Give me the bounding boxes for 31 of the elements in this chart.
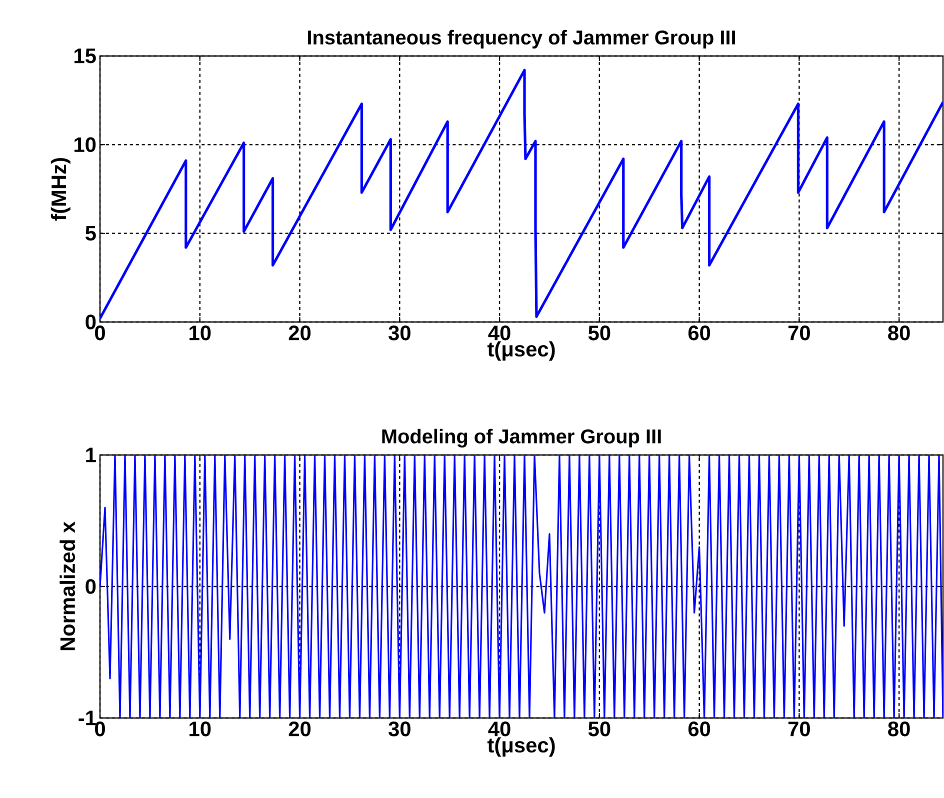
y-tick-label: -1 xyxy=(78,710,96,726)
x-tick-label: 10 xyxy=(190,722,211,736)
chart-title: Instantaneous frequency of Jammer Group III xyxy=(308,30,735,48)
y-tick-label: 0 xyxy=(86,579,96,594)
line-series xyxy=(100,454,944,718)
y-tick-label: 10 xyxy=(74,137,96,152)
x-tick-label: 80 xyxy=(888,326,910,340)
y-axis-title: f(MHz) xyxy=(50,158,70,221)
line-series xyxy=(100,68,944,320)
x-tick-label: 20 xyxy=(288,722,311,736)
y-tick-label: 1 xyxy=(86,448,96,462)
x-tick-label: 70 xyxy=(788,722,810,736)
x-axis-title: t(μsec) xyxy=(487,341,555,361)
y-tick-label: 0 xyxy=(86,314,96,330)
chart-title: Modeling of Jammer Group III xyxy=(382,428,661,448)
y-axis-title: Normalized x xyxy=(60,522,76,650)
x-tick-label: 30 xyxy=(388,722,410,736)
x-tick-label: 30 xyxy=(388,326,410,340)
x-tick-label: 10 xyxy=(190,326,211,340)
x-axis-title: t(μsec) xyxy=(487,737,555,757)
x-tick-label: 80 xyxy=(888,722,910,736)
x-tick-label: 40 xyxy=(488,326,510,340)
x-tick-label: 70 xyxy=(788,326,810,340)
y-tick-label: 5 xyxy=(85,226,96,241)
x-tick-label: 60 xyxy=(688,326,710,340)
x-tick-label: 60 xyxy=(688,722,710,736)
y-tick-label: 15 xyxy=(74,48,96,64)
x-tick-label: 50 xyxy=(588,326,610,340)
x-tick-label: 20 xyxy=(288,326,311,340)
x-tick-label: 40 xyxy=(488,722,510,736)
x-tick-label: 50 xyxy=(588,722,610,736)
